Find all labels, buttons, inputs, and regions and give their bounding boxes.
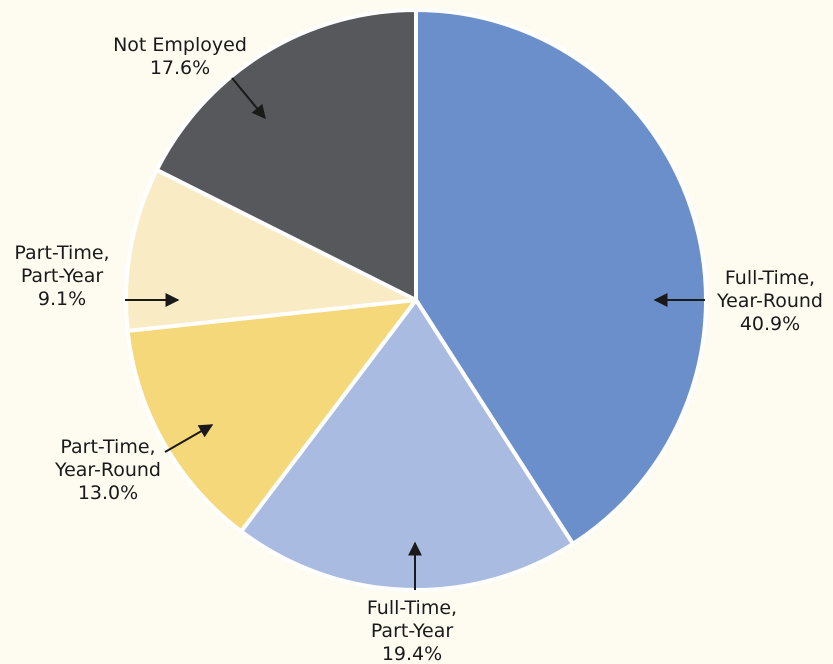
slice-label: Not Employed 17.6% xyxy=(113,34,247,79)
label-line: Part-Year xyxy=(371,620,454,642)
pie-slice xyxy=(154,8,418,302)
value-label: 40.9% xyxy=(740,313,800,335)
label-line: Full-Time, xyxy=(725,267,815,289)
value-label: 13.0% xyxy=(78,482,138,504)
slice-label: Part-Time, Part-Year 9.1% xyxy=(14,242,109,310)
pie-slice xyxy=(125,298,418,534)
pie-slice xyxy=(124,167,418,333)
label-line: Part-Time, xyxy=(14,242,109,264)
label-arrow xyxy=(231,77,266,120)
slice-label: Full-Time, Part-Year 19.4% xyxy=(367,597,457,664)
label-line: Year-Round xyxy=(716,290,823,312)
value-label: 17.6% xyxy=(150,57,210,79)
label-line: Part-Year xyxy=(21,265,104,287)
label-line: Full-Time, xyxy=(367,597,457,619)
label-line: Not Employed xyxy=(113,34,247,56)
pie-slice xyxy=(239,298,575,592)
slice-label: Full-Time, Year-Round 40.9% xyxy=(716,267,823,335)
label-line: Part-Time, xyxy=(60,436,155,458)
slice-label: Part-Time, Year-Round 13.0% xyxy=(54,436,161,504)
value-label: 19.4% xyxy=(382,643,442,664)
label-line: Year-Round xyxy=(54,459,161,481)
label-arrow xyxy=(164,424,214,453)
value-label: 9.1% xyxy=(38,288,86,310)
